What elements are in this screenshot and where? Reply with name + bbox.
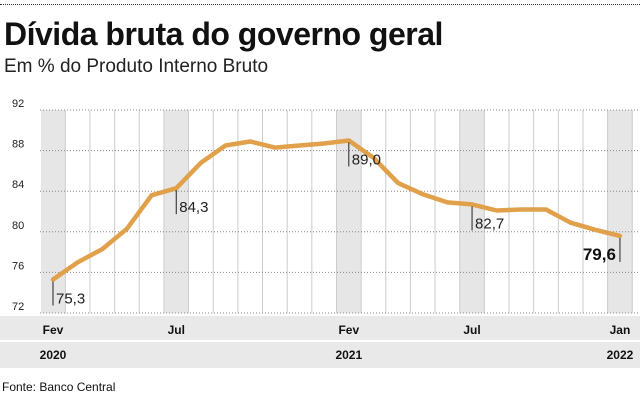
x-month-label: Fev bbox=[43, 323, 64, 337]
data-label: 84,3 bbox=[179, 199, 208, 216]
x-month-label: Jul bbox=[463, 323, 480, 337]
line-layer bbox=[50, 138, 623, 282]
top-rule bbox=[0, 4, 640, 5]
shaded-month-column bbox=[607, 110, 632, 313]
x-year-label: 2021 bbox=[335, 348, 362, 362]
y-tick-label: 80 bbox=[12, 220, 24, 232]
x-month-label: Fev bbox=[338, 323, 359, 337]
y-tick-label: 92 bbox=[12, 98, 24, 110]
x-year-label: 2022 bbox=[607, 348, 634, 362]
x-month-label: Jul bbox=[168, 323, 185, 337]
data-label: 75,3 bbox=[56, 291, 85, 308]
y-tick-label: 72 bbox=[12, 301, 24, 313]
background-layer bbox=[0, 110, 640, 368]
x-month-label: Jan bbox=[610, 323, 631, 337]
y-tick-label: 88 bbox=[12, 139, 24, 151]
series-line bbox=[50, 138, 623, 282]
chart-title: Dívida bruta do governo geral bbox=[4, 16, 443, 52]
y-tick-label: 84 bbox=[12, 179, 24, 191]
data-label: 89,0 bbox=[352, 151, 381, 168]
data-label: 79,6 bbox=[583, 245, 616, 264]
chart-subtitle: Em % do Produto Interno Bruto bbox=[4, 56, 269, 77]
data-label: 82,7 bbox=[475, 215, 504, 232]
source-note: Fonte: Banco Central bbox=[2, 380, 116, 394]
x-year-label: 2020 bbox=[40, 348, 67, 362]
y-tick-label: 76 bbox=[12, 260, 24, 272]
label-layer: 72 76 80 84 88 92 75,3 84,3 89,0 82,7 79,6 Fev Jul Fe… bbox=[12, 98, 634, 362]
